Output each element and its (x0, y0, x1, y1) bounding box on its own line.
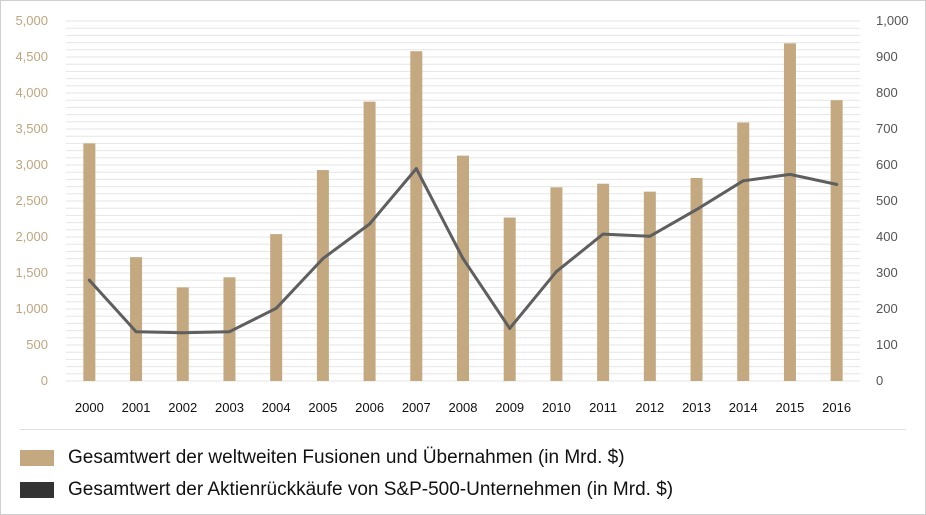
x-tick-label: 2007 (402, 400, 431, 415)
legend-item-buybacks: Gesamtwert der Aktienrückkäufe von S&P-5… (20, 479, 673, 501)
right-tick-label: 100 (876, 337, 898, 352)
x-tick-label: 2010 (542, 400, 571, 415)
legend-item-mergers: Gesamtwert der weltweiten Fusionen und Ü… (20, 447, 625, 469)
x-axis-ticks: 2000 2001 2002 2003 2004 2005 2006 2007 2008 2009… (75, 400, 851, 415)
right-tick-label: 700 (876, 121, 898, 136)
right-tick-label: 300 (876, 265, 898, 280)
line-point (134, 330, 138, 334)
x-tick-label: 2016 (822, 400, 851, 415)
x-tick-label: 2000 (75, 400, 104, 415)
legend-swatch-mergers (20, 450, 54, 466)
right-tick-label: 400 (876, 229, 898, 244)
line-point (87, 278, 91, 282)
bar (783, 43, 796, 381)
line-point (461, 257, 465, 261)
legend-label-mergers: Gesamtwert der weltweiten Fusionen und Ü… (68, 447, 625, 468)
x-tick-label: 2013 (682, 400, 711, 415)
right-tick-label: 1,000 (876, 13, 909, 28)
bar (316, 170, 329, 381)
bar (457, 155, 469, 381)
left-tick-label: 1,500 (15, 265, 48, 280)
x-tick-label: 2012 (635, 400, 664, 415)
x-tick-label: 2011 (589, 400, 617, 415)
x-tick-label: 2008 (449, 400, 478, 415)
left-tick-label: 0 (41, 373, 48, 388)
bar (223, 277, 236, 381)
left-tick-label: 500 (26, 337, 48, 352)
right-tick-label: 800 (876, 85, 898, 100)
bar (130, 257, 143, 381)
x-tick-label: 2003 (215, 400, 244, 415)
bar (737, 122, 750, 382)
right-axis-ticks: 0 100 200 300 400 500 600 700 800 900 1,000 (876, 13, 909, 388)
line-point (321, 257, 325, 261)
line-point (181, 331, 185, 335)
left-tick-label: 1,000 (15, 301, 48, 316)
x-tick-label: 2004 (262, 400, 291, 415)
x-tick-label: 2001 (122, 400, 151, 415)
line-point (601, 232, 605, 236)
line-point (835, 182, 839, 186)
left-tick-label: 5,000 (15, 13, 48, 28)
line-series (87, 167, 839, 335)
left-tick-label: 2,500 (15, 193, 48, 208)
line-point (741, 179, 745, 183)
bar (410, 51, 423, 382)
legend-swatch-buybacks (20, 482, 54, 498)
bar (550, 187, 563, 381)
bar (597, 183, 610, 381)
right-tick-label: 500 (876, 193, 898, 208)
bar (690, 177, 703, 381)
legend-label-buybacks: Gesamtwert der Aktienrückkäufe von S&P-5… (68, 479, 674, 500)
line-point (368, 222, 372, 226)
line-point (695, 208, 699, 212)
bar (363, 101, 376, 381)
x-tick-label: 2014 (729, 400, 758, 415)
left-tick-label: 3,000 (15, 157, 48, 172)
left-tick-label: 3,500 (15, 121, 48, 136)
combo-chart: 0 500 1,000 1,500 2,000 2,500 3,000 3,500 4,000 4… (15, 13, 909, 430)
bar (83, 143, 96, 381)
line-point (648, 234, 652, 238)
right-tick-label: 0 (876, 373, 883, 388)
bar (503, 217, 516, 381)
x-tick-label: 2006 (355, 400, 384, 415)
bar (643, 191, 656, 381)
left-tick-label: 4,000 (15, 85, 48, 100)
left-axis-ticks: 0 500 1,000 1,500 2,000 2,500 3,000 3,500 4,000 4… (15, 13, 48, 388)
line-point (274, 306, 278, 310)
left-tick-label: 4,500 (15, 49, 48, 64)
left-tick-label: 2,000 (15, 229, 48, 244)
x-tick-label: 2005 (308, 400, 337, 415)
line-point (414, 167, 418, 171)
bar (830, 100, 843, 381)
right-tick-label: 200 (876, 301, 898, 316)
right-tick-label: 600 (876, 157, 898, 172)
x-tick-label: 2002 (168, 400, 197, 415)
right-tick-label: 900 (876, 49, 898, 64)
x-tick-label: 2009 (495, 400, 524, 415)
line-point (554, 270, 558, 274)
line-point (788, 172, 792, 176)
line-point (508, 326, 512, 330)
x-tick-label: 2015 (775, 400, 804, 415)
line-point (227, 330, 231, 334)
